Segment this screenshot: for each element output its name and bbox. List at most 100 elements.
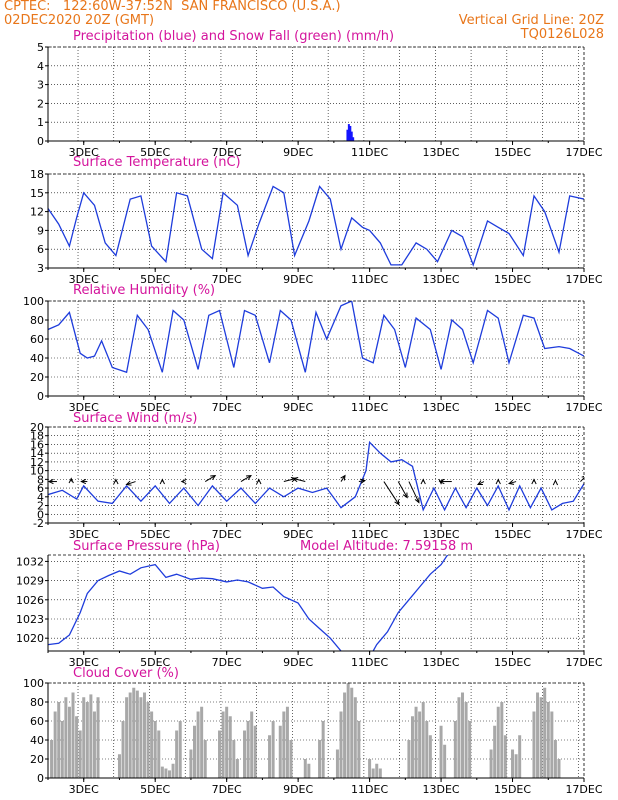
x-tick-label: 13DEC bbox=[423, 783, 460, 796]
temperature-plot bbox=[48, 185, 584, 267]
cloud-plot bbox=[50, 683, 561, 778]
header-grid-line: Vertical Grid Line: 20Z bbox=[458, 13, 604, 28]
wind-arrow-head bbox=[508, 479, 515, 485]
x-tick-label: 7DEC bbox=[212, 401, 242, 414]
wind-arrow-head bbox=[245, 474, 252, 481]
cloud-bar bbox=[553, 740, 557, 778]
wind-arrow bbox=[126, 481, 136, 486]
x-tick-label: 15DEC bbox=[494, 783, 531, 796]
wind-arrow-head bbox=[402, 492, 408, 499]
x-tick-label: 17DEC bbox=[565, 401, 602, 414]
wind-arrow bbox=[408, 481, 420, 503]
y-tick-label: 2 bbox=[37, 97, 44, 110]
cloud-bar bbox=[350, 687, 354, 778]
x-tick-label: 5DEC bbox=[140, 401, 170, 414]
wind-arrow-head bbox=[581, 475, 584, 478]
y-tick-label: 0 bbox=[37, 135, 44, 148]
cloud-bar bbox=[428, 735, 432, 778]
x-tick-label: 11DEC bbox=[351, 656, 388, 669]
x-tick-label: 15DEC bbox=[494, 146, 531, 159]
y-tick-label: 18 bbox=[30, 168, 44, 181]
wind-arrow bbox=[397, 481, 408, 498]
x-tick-label: 5DEC bbox=[140, 656, 170, 669]
y-tick-label: 5 bbox=[37, 41, 44, 54]
x-tick-label: 15DEC bbox=[494, 528, 531, 541]
cloud-bar bbox=[375, 763, 379, 778]
cloud-bar bbox=[536, 692, 540, 778]
cloud-bar bbox=[514, 754, 518, 778]
x-tick-label: 17DEC bbox=[565, 656, 602, 669]
cloud-bar bbox=[289, 740, 293, 778]
wind-arrow-head bbox=[531, 478, 537, 485]
cloud-bar bbox=[271, 721, 275, 778]
y-tick-label: 40 bbox=[30, 352, 44, 365]
cloud-bar bbox=[307, 763, 311, 778]
x-tick-label: 7DEC bbox=[212, 273, 242, 286]
cloud-bar bbox=[157, 730, 161, 778]
y-tick-label: 3 bbox=[37, 79, 44, 92]
cloud-bar bbox=[142, 692, 146, 778]
x-tick-label: 3DEC bbox=[69, 401, 99, 414]
cloud-bar bbox=[85, 702, 89, 778]
series-bar bbox=[350, 131, 353, 141]
series-bar bbox=[352, 137, 355, 141]
x-tick-label: 9DEC bbox=[283, 528, 313, 541]
cloud-bar bbox=[193, 725, 197, 778]
cloud-bar bbox=[268, 735, 272, 778]
cloud-bar bbox=[164, 768, 168, 778]
series-line bbox=[48, 440, 584, 512]
wind-arrow-head bbox=[414, 497, 420, 504]
x-tick-label: 15DEC bbox=[494, 273, 531, 286]
x-tick-label: 9DEC bbox=[283, 783, 313, 796]
wind-arrow-head bbox=[80, 478, 87, 485]
x-tick-label: 15DEC bbox=[494, 656, 531, 669]
wind-arrow-head bbox=[359, 478, 367, 484]
cloud-bar bbox=[453, 721, 457, 778]
cloud-bar bbox=[418, 711, 422, 778]
cloud-bar bbox=[335, 749, 339, 778]
wind-arrow bbox=[580, 477, 584, 482]
cloud-bar bbox=[321, 721, 325, 778]
cloud-bar bbox=[503, 735, 507, 778]
cloud-bar bbox=[318, 740, 322, 778]
pressure-plot bbox=[48, 555, 449, 651]
cloud-bar bbox=[464, 702, 468, 778]
cloud-cover-title: Cloud Cover (%) bbox=[73, 666, 179, 681]
y-tick-label: 4 bbox=[37, 491, 44, 504]
x-tick-label: 5DEC bbox=[140, 146, 170, 159]
y-tick-label: 6 bbox=[37, 243, 44, 256]
y-tick-label: 8 bbox=[37, 473, 44, 486]
cloud-bar bbox=[200, 706, 204, 778]
cloud-bar bbox=[171, 763, 175, 778]
series-bar bbox=[349, 125, 352, 141]
cloud-bar bbox=[511, 749, 515, 778]
wind-arrow bbox=[240, 475, 252, 482]
cloud-bar bbox=[82, 697, 86, 778]
cloud-bar bbox=[221, 711, 225, 778]
wind-arrow-head bbox=[113, 478, 119, 485]
wind-arrow-head bbox=[210, 474, 217, 481]
cloud-bar bbox=[253, 725, 257, 778]
x-tick-label: 17DEC bbox=[565, 783, 602, 796]
y-tick-label: 60 bbox=[30, 333, 44, 346]
y-tick-label: 14 bbox=[30, 447, 44, 460]
x-tick-label: 17DEC bbox=[565, 528, 602, 541]
wind-arrow-head bbox=[476, 480, 483, 486]
cloud-bar bbox=[218, 730, 222, 778]
x-tick-label: 5DEC bbox=[140, 783, 170, 796]
precip-plot bbox=[343, 124, 368, 141]
y-tick-label: 1029 bbox=[16, 575, 44, 588]
cloud-bar bbox=[371, 768, 375, 778]
cloud-bar bbox=[278, 725, 282, 778]
cloud-bar bbox=[425, 721, 429, 778]
cloud-bar bbox=[457, 697, 461, 778]
cloud-bar bbox=[67, 706, 71, 778]
cloud-bar bbox=[128, 692, 132, 778]
x-tick-label: 13DEC bbox=[423, 528, 460, 541]
wind-title: Surface Wind (m/s) bbox=[73, 411, 198, 426]
wind-arrow bbox=[383, 481, 400, 505]
cloud-bar bbox=[282, 711, 286, 778]
cloud-bar bbox=[410, 716, 414, 778]
wind-arrow-head bbox=[420, 478, 426, 485]
cloud-bar bbox=[92, 711, 96, 778]
